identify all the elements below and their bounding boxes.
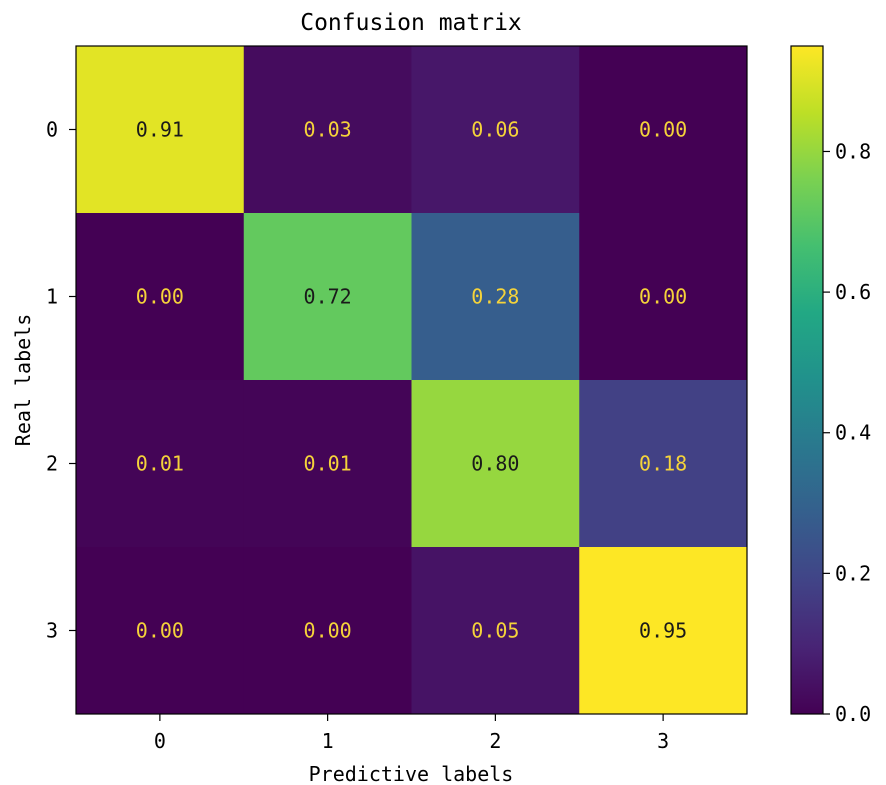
heatmap-cells	[76, 46, 748, 715]
cell-value-label: 0.80	[471, 452, 519, 476]
heatmap-cell	[243, 547, 412, 715]
heatmap-cell	[243, 213, 412, 381]
cell-value-label: 0.18	[639, 452, 687, 476]
y-tick-label: 3	[46, 619, 58, 643]
heatmap-cell-labels: 0.91 0.03 0.06 0.00 0.00 0.72 0.28 0.00 0.01 0.01…	[136, 118, 687, 643]
colorbar-tick-label: 0.0	[835, 702, 871, 726]
cell-value-label: 0.03	[304, 118, 352, 142]
cell-value-label: 0.05	[471, 619, 519, 643]
cell-value-label: 0.01	[136, 452, 184, 476]
heatmap-cell	[76, 547, 245, 715]
colorbar-tick-label: 0.8	[835, 139, 871, 163]
cell-value-label: 0.00	[639, 118, 687, 142]
cell-value-label: 0.00	[136, 285, 184, 309]
cell-value-label: 0.00	[136, 619, 184, 643]
heatmap-cell	[579, 547, 748, 715]
plot-frame	[75, 45, 748, 715]
heatmap-cell	[411, 46, 580, 214]
x-tick-label: 1	[322, 729, 334, 753]
heatmap-cell	[411, 213, 580, 381]
x-axis-ticks: 0 1 2 3	[154, 714, 669, 753]
colorbar-tick-label: 0.2	[835, 561, 871, 585]
heatmap-cell	[243, 380, 412, 548]
x-tick-label: 2	[489, 729, 501, 753]
x-axis-label: Predictive labels	[309, 762, 514, 785]
heatmap-cell	[243, 46, 412, 214]
y-axis-ticks: 0 1 2 3	[46, 118, 76, 643]
cell-value-label: 0.28	[471, 285, 519, 309]
heatmap-cell	[76, 380, 245, 548]
y-tick-label: 2	[46, 452, 58, 476]
heatmap-cell	[76, 46, 245, 214]
colorbar-ticks: 0.0 0.2 0.4 0.6 0.8	[823, 139, 871, 726]
colorbar-tick-label: 0.6	[835, 280, 871, 304]
heatmap-cell	[411, 380, 580, 548]
y-axis-label: Real labels	[11, 314, 35, 446]
heatmap-cell	[411, 547, 580, 715]
cell-value-label: 0.95	[639, 619, 687, 643]
heatmap-cell	[579, 46, 748, 214]
cell-value-label: 0.72	[304, 285, 352, 309]
heatmap-cell	[76, 213, 245, 381]
colorbar	[790, 45, 824, 715]
chart-title: Confusion matrix	[300, 10, 522, 36]
cell-value-label: 0.06	[471, 118, 519, 142]
cell-value-label: 0.01	[304, 452, 352, 476]
y-tick-label: 1	[46, 285, 58, 309]
x-tick-label: 0	[154, 729, 166, 753]
y-tick-label: 0	[46, 118, 58, 142]
x-tick-label: 3	[657, 729, 669, 753]
heatmap-cell	[579, 380, 748, 548]
cell-value-label: 0.91	[136, 118, 184, 142]
colorbar-tick-label: 0.4	[835, 421, 871, 445]
cell-value-label: 0.00	[304, 619, 352, 643]
cell-value-label: 0.00	[639, 285, 687, 309]
heatmap-cell	[579, 213, 748, 381]
